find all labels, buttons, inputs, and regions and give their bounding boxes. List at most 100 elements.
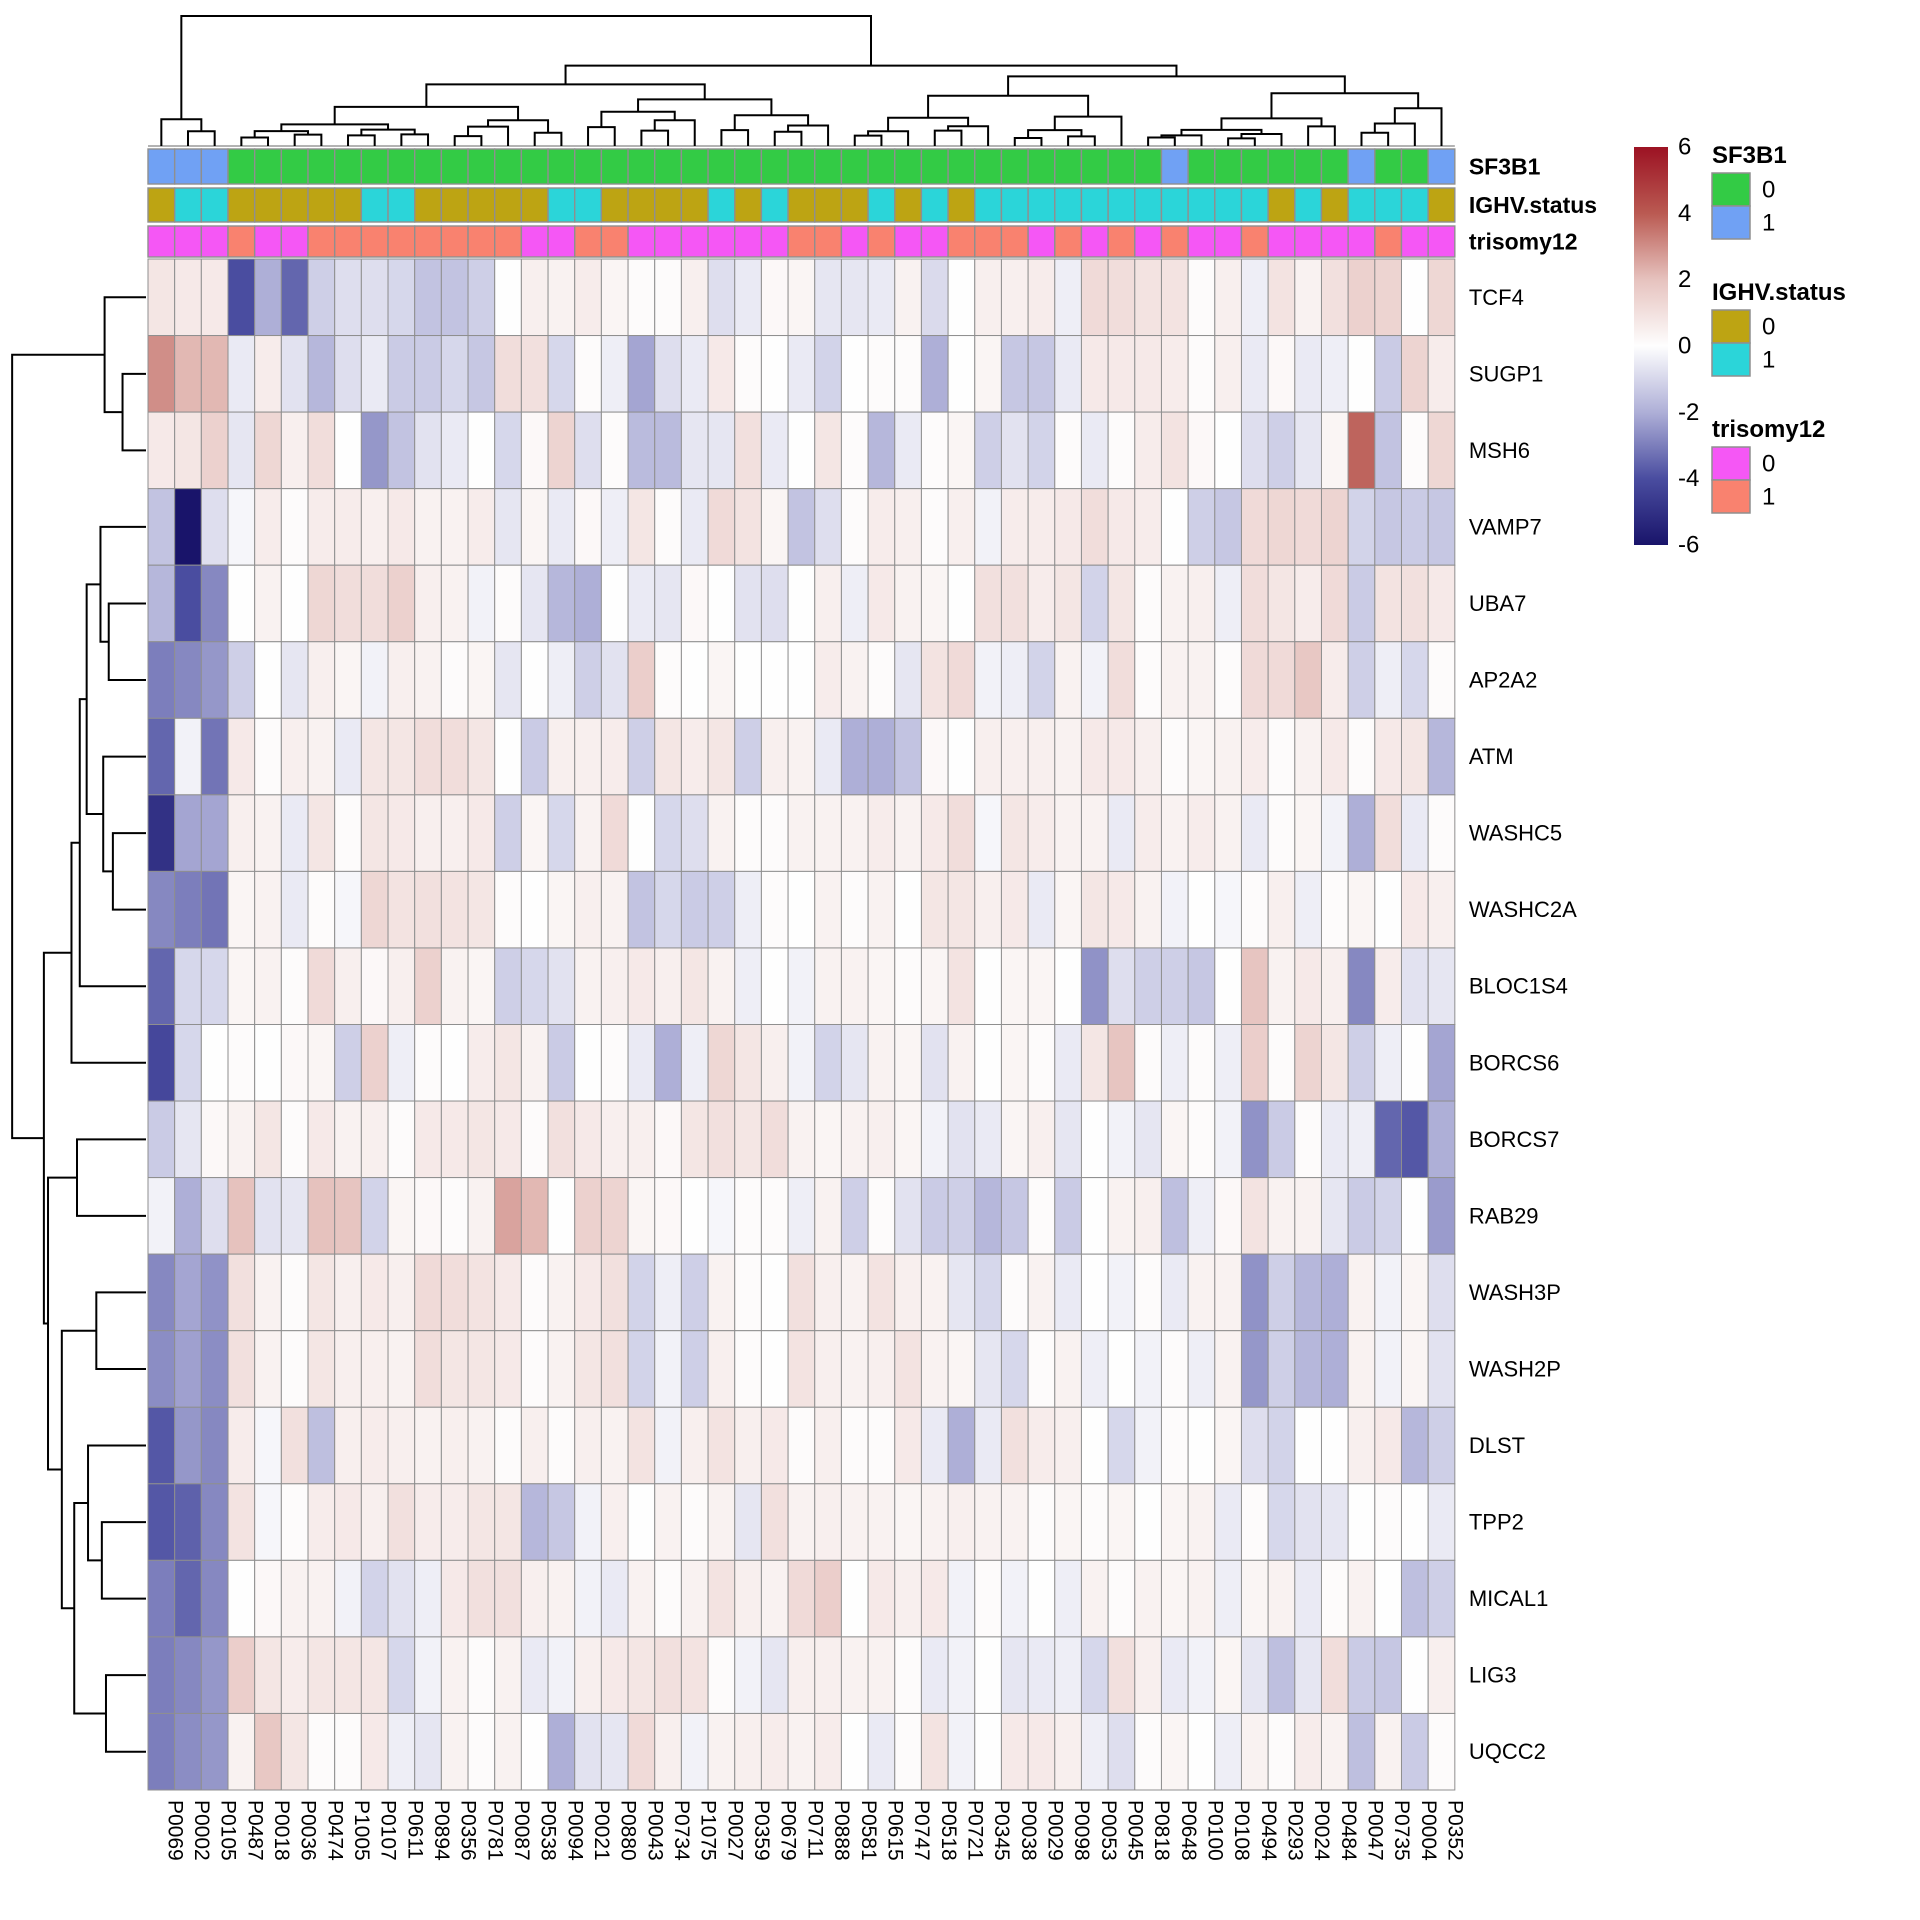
heatmap-cell — [707, 870, 736, 949]
heatmap-cell — [707, 1024, 736, 1102]
heatmap-cell — [360, 1253, 389, 1332]
annotation-cell-trisomy12 — [734, 225, 763, 258]
heatmap-cell — [414, 1712, 442, 1791]
annotation-cell-ighv-status — [1347, 187, 1376, 223]
annotation-cell-sf3b1 — [1320, 148, 1349, 185]
heatmap-cell — [1187, 870, 1216, 949]
heatmap-cell — [1187, 1253, 1216, 1332]
annotation-cell-trisomy12 — [707, 225, 736, 258]
heatmap-cell — [1054, 1406, 1082, 1485]
heatmap-cell — [1080, 564, 1109, 643]
heatmap-cell — [387, 564, 416, 643]
annotation-cell-trisomy12 — [840, 225, 869, 258]
annotation-cell-trisomy12 — [494, 225, 523, 258]
heatmap-cell — [1027, 411, 1056, 490]
heatmap-cell — [494, 335, 522, 413]
heatmap-cell — [600, 1024, 629, 1102]
heatmap-cell — [947, 564, 976, 643]
heatmap-cell — [974, 258, 1002, 337]
heatmap-cell — [840, 641, 869, 719]
heatmap-cell — [734, 488, 762, 566]
column-label: P0581 — [857, 1800, 880, 1861]
heatmap-cell — [387, 1024, 416, 1102]
heatmap-cell — [1294, 1024, 1322, 1102]
annotation-cell-trisomy12 — [1107, 225, 1136, 258]
heatmap-cell — [414, 1024, 442, 1102]
heatmap-cell — [334, 794, 362, 872]
heatmap-cell — [840, 1636, 869, 1714]
heatmap-cell — [1427, 1253, 1456, 1332]
row-label: AP2A2 — [1469, 668, 1538, 693]
heatmap-cell — [360, 1712, 389, 1791]
heatmap-cell — [147, 1253, 176, 1332]
heatmap-cell — [387, 1636, 416, 1714]
heatmap-cell — [307, 1712, 336, 1791]
dendrogram-branch — [87, 1444, 146, 1562]
heatmap-cell — [307, 870, 336, 949]
heatmap-cell — [600, 488, 629, 566]
column-label: P0721 — [963, 1800, 986, 1861]
row-label: VAMP7 — [1469, 514, 1542, 539]
annotation-cell-sf3b1 — [1187, 148, 1216, 185]
heatmap-cell — [974, 411, 1002, 490]
dendrogram-branch — [160, 118, 203, 146]
heatmap-cell — [600, 1330, 629, 1408]
heatmap-cell — [254, 411, 282, 490]
heatmap-cell — [1294, 947, 1322, 1026]
heatmap-cell — [147, 1483, 176, 1561]
heatmap-cell — [760, 1712, 789, 1791]
colorbar-tick-label: -2 — [1678, 399, 1699, 426]
heatmap-cell — [1267, 1712, 1296, 1791]
annotation-cell-trisomy12 — [147, 225, 176, 258]
column-label: P0781 — [483, 1800, 506, 1861]
colorbar-gradient — [1634, 147, 1668, 545]
heatmap-cell — [227, 1559, 256, 1638]
heatmap-cell — [254, 717, 282, 796]
column-label: P0611 — [403, 1800, 426, 1859]
heatmap-cell — [440, 641, 469, 719]
heatmap-cell — [974, 1636, 1002, 1714]
heatmap-cell — [1294, 564, 1322, 643]
colorbar-tick-label: 2 — [1678, 266, 1691, 293]
heatmap-cell — [1214, 335, 1242, 413]
heatmap-cell — [1427, 1712, 1456, 1791]
heatmap-cell — [174, 564, 202, 643]
heatmap-cell — [1374, 258, 1402, 337]
heatmap-cell — [707, 947, 736, 1026]
row-label: MSH6 — [1469, 438, 1530, 463]
heatmap-cell — [947, 1330, 976, 1408]
heatmap-cell — [227, 870, 256, 949]
heatmap-cell — [334, 1024, 362, 1102]
heatmap-cell — [1347, 411, 1376, 490]
legend-swatch — [1711, 172, 1751, 207]
heatmap-cell — [760, 1483, 789, 1561]
heatmap-cell — [627, 1406, 656, 1485]
heatmap-cell — [387, 1100, 416, 1179]
heatmap-cell — [174, 1330, 202, 1408]
heatmap-cell — [147, 641, 176, 719]
heatmap-cell — [920, 870, 949, 949]
heatmap-cell — [440, 870, 469, 949]
annotation-cell-sf3b1 — [1374, 148, 1403, 185]
heatmap-cell — [1267, 1636, 1296, 1714]
heatmap-cell — [840, 564, 869, 643]
heatmap-cell — [1214, 1636, 1242, 1714]
heatmap-cell — [307, 1330, 336, 1408]
heatmap-cell — [574, 717, 602, 796]
annotation-cell-trisomy12 — [574, 225, 603, 258]
annotation-cell-sf3b1 — [680, 148, 709, 185]
heatmap-cell — [1427, 411, 1456, 490]
heatmap-cell — [414, 1330, 442, 1408]
heatmap-cell — [1267, 411, 1296, 490]
heatmap-cell — [227, 335, 256, 413]
heatmap-cell — [840, 488, 869, 566]
heatmap-cell — [387, 1406, 416, 1485]
heatmap-cell — [254, 1712, 282, 1791]
heatmap-cell — [760, 947, 789, 1026]
heatmap-cell — [947, 411, 976, 490]
annotation-cell-trisomy12 — [333, 225, 363, 258]
legend-entry-label: 1 — [1762, 210, 1775, 237]
heatmap-cell — [1267, 1253, 1296, 1332]
heatmap-cell — [1160, 794, 1189, 872]
heatmap-cell — [467, 488, 496, 566]
